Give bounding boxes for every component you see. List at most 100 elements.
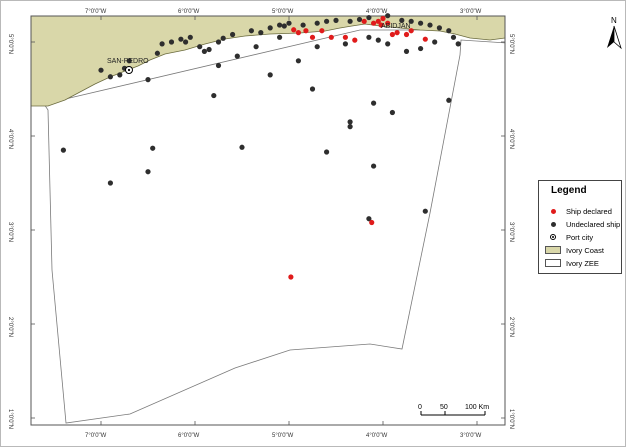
declared-ship-marker[interactable] bbox=[369, 219, 375, 226]
legend-label: Ivory Coast bbox=[566, 245, 604, 255]
declared-ship-marker[interactable] bbox=[303, 28, 309, 34]
undeclared-ship-marker[interactable] bbox=[183, 39, 189, 45]
undeclared-ship-marker[interactable] bbox=[427, 22, 433, 28]
undeclared-ship-marker[interactable] bbox=[206, 46, 212, 53]
port-san-pedro[interactable] bbox=[125, 66, 133, 74]
undeclared-ship-marker[interactable] bbox=[211, 92, 217, 99]
undeclared-ship-marker[interactable] bbox=[215, 39, 222, 45]
declared-ship-marker[interactable] bbox=[408, 28, 414, 34]
undeclared-ship-marker[interactable] bbox=[154, 50, 160, 56]
undeclared-ship-marker[interactable] bbox=[371, 163, 377, 169]
undeclared-ship-marker[interactable] bbox=[436, 25, 442, 31]
undeclared-ship-marker[interactable] bbox=[347, 18, 353, 24]
undeclared-ship-marker[interactable] bbox=[150, 145, 156, 151]
undeclared-ship-marker[interactable] bbox=[366, 34, 372, 40]
declared-ship-marker[interactable] bbox=[361, 18, 367, 24]
undeclared-ship-marker[interactable] bbox=[385, 41, 391, 47]
undeclared-ship-marker[interactable] bbox=[418, 45, 424, 52]
undeclared-ship-marker[interactable] bbox=[215, 62, 222, 69]
declared-ship-marker[interactable] bbox=[403, 31, 410, 38]
undeclared-ship-marker[interactable] bbox=[356, 16, 363, 23]
undeclared-ship-marker[interactable] bbox=[371, 100, 377, 106]
undeclared-ship-marker[interactable] bbox=[239, 144, 245, 150]
declared-ship-marker[interactable] bbox=[389, 31, 395, 38]
declared-ship-marker[interactable] bbox=[375, 18, 381, 24]
north-label: N bbox=[611, 16, 617, 25]
lat-label-right-4: 1°0'0"N bbox=[508, 409, 514, 429]
undeclared-ship-marker[interactable] bbox=[159, 41, 165, 47]
declared-ship-marker[interactable] bbox=[394, 29, 400, 36]
undeclared-ship-marker[interactable] bbox=[197, 44, 203, 50]
declared-ship-marker[interactable] bbox=[288, 274, 294, 280]
declared-ship-marker[interactable] bbox=[385, 20, 391, 26]
undeclared-ship-marker[interactable] bbox=[277, 34, 283, 40]
undeclared-ship-marker[interactable] bbox=[408, 18, 414, 24]
undeclared-ship-marker[interactable] bbox=[446, 28, 452, 34]
legend: Legend Ship declared Undeclared ship Por… bbox=[538, 180, 622, 274]
undeclared-ship-marker[interactable] bbox=[98, 67, 104, 73]
undeclared-ship-marker[interactable] bbox=[347, 124, 353, 130]
ivory-zee-polygon bbox=[43, 29, 505, 424]
undeclared-ship-marker[interactable] bbox=[375, 37, 381, 43]
undeclared-ship-marker[interactable] bbox=[248, 28, 254, 34]
undeclared-ship-marker[interactable] bbox=[403, 48, 410, 55]
undeclared-ship-marker[interactable] bbox=[309, 86, 316, 92]
undeclared-ship-marker[interactable] bbox=[178, 36, 184, 42]
undeclared-ship-marker[interactable] bbox=[399, 17, 405, 23]
declared-ship-marker[interactable] bbox=[352, 37, 358, 43]
port-icon bbox=[550, 234, 556, 240]
port-city-icon-center bbox=[127, 68, 131, 72]
undeclared-ship-marker[interactable] bbox=[324, 149, 330, 155]
declared-ship-marker[interactable] bbox=[422, 36, 428, 42]
undeclared-ship-marker[interactable] bbox=[230, 31, 236, 38]
undeclared-ship-marker[interactable] bbox=[422, 208, 428, 214]
declared-ship-marker[interactable] bbox=[371, 20, 377, 26]
undeclared-ship-marker[interactable] bbox=[220, 35, 226, 41]
undeclared-ship-marker[interactable] bbox=[342, 41, 348, 47]
undeclared-ship-marker[interactable] bbox=[366, 14, 372, 21]
undeclared-ship-marker[interactable] bbox=[107, 74, 113, 80]
undeclared-ship-marker[interactable] bbox=[60, 147, 66, 153]
declared-ship-marker[interactable] bbox=[295, 29, 301, 36]
undeclared-ship-marker[interactable] bbox=[117, 72, 123, 78]
undeclared-ship-marker[interactable] bbox=[314, 44, 320, 50]
undeclared-ship-marker[interactable] bbox=[187, 34, 193, 40]
undeclared-ship-marker[interactable] bbox=[267, 72, 273, 78]
declared-ship-marker[interactable] bbox=[378, 22, 384, 28]
undeclared-ship-marker[interactable] bbox=[385, 13, 391, 19]
undeclared-ship-marker[interactable] bbox=[145, 77, 151, 83]
undeclared-ship-marker[interactable] bbox=[286, 20, 292, 26]
undeclared-ship-marker[interactable] bbox=[333, 17, 339, 23]
undeclared-ship-marker[interactable] bbox=[201, 48, 207, 55]
declared-ship-marker[interactable] bbox=[342, 34, 348, 40]
undeclared-ship-marker[interactable] bbox=[126, 58, 132, 64]
undeclared-ship-marker[interactable] bbox=[455, 41, 461, 47]
declared-ship-marker[interactable] bbox=[309, 34, 316, 40]
declared-ship-marker[interactable] bbox=[328, 34, 334, 40]
undeclared-ship-marker[interactable] bbox=[295, 58, 301, 64]
declared-ship-marker[interactable] bbox=[319, 28, 325, 34]
declared-ship-marker[interactable] bbox=[380, 15, 386, 22]
undeclared-ship-marker[interactable] bbox=[168, 39, 175, 45]
undeclared-ship-marker[interactable] bbox=[450, 34, 457, 40]
undeclared-ship-marker[interactable] bbox=[258, 29, 264, 36]
undeclared-ship-marker[interactable] bbox=[277, 22, 283, 28]
undeclared-ship-marker[interactable] bbox=[347, 119, 353, 125]
undeclared-ship-marker[interactable] bbox=[366, 216, 372, 222]
legend-item-port-city: Port city bbox=[545, 231, 623, 243]
undeclared-ship-marker[interactable] bbox=[107, 180, 113, 186]
lon-label-bottom-0: 7°0'0"W bbox=[85, 433, 107, 439]
undeclared-ship-marker[interactable] bbox=[432, 39, 438, 45]
undeclared-ship-marker[interactable] bbox=[314, 20, 320, 26]
undeclared-ship-marker[interactable] bbox=[234, 53, 240, 59]
undeclared-ship-marker[interactable] bbox=[300, 22, 306, 28]
undeclared-ship-marker[interactable] bbox=[145, 169, 151, 175]
undeclared-ship-marker[interactable] bbox=[418, 20, 424, 26]
undeclared-ship-marker[interactable] bbox=[389, 109, 395, 116]
undeclared-ship-marker[interactable] bbox=[267, 25, 273, 31]
undeclared-ship-marker[interactable] bbox=[324, 18, 330, 24]
undeclared-ship-marker[interactable] bbox=[253, 44, 259, 50]
declared-ship-marker[interactable] bbox=[291, 27, 297, 33]
undeclared-ship-marker[interactable] bbox=[446, 97, 452, 103]
undeclared-ship-marker[interactable] bbox=[281, 23, 287, 29]
